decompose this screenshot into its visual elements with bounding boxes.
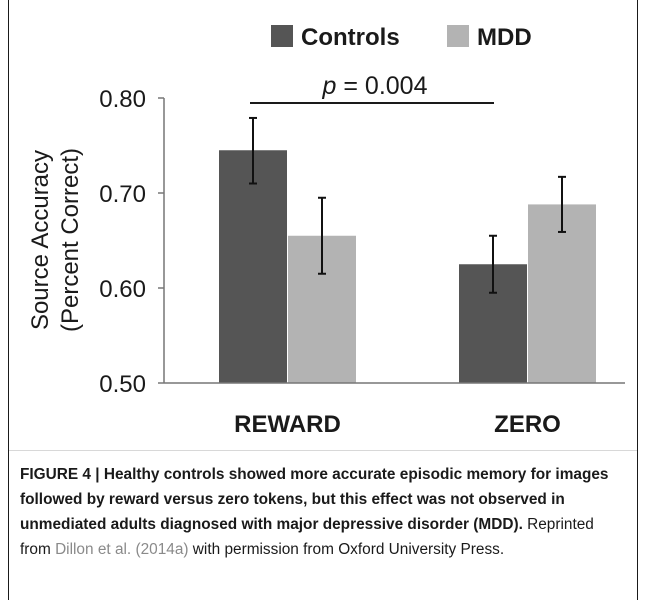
- bar-controls-reward: [219, 150, 287, 383]
- y-tick-label: 0.60: [99, 276, 146, 303]
- x-tick-label-reward: REWARD: [234, 411, 341, 438]
- bars: [219, 150, 596, 383]
- y-tick-label: 0.80: [99, 86, 146, 113]
- y-axis-label-line2: (Percent Correct): [57, 148, 84, 332]
- significance-annotation: p = 0.004: [250, 72, 494, 104]
- legend-label-mdd: MDD: [477, 24, 532, 51]
- significance-text: p = 0.004: [322, 72, 428, 100]
- x-axis-labels: REWARD ZERO: [234, 411, 561, 438]
- x-tick-label-zero: ZERO: [494, 411, 561, 438]
- caption-reprint-prefix: Reprinted from: [20, 516, 594, 558]
- bar-chart: Controls MDD Source Accuracy (Percent Co…: [27, 24, 625, 438]
- y-tick-label: 0.50: [99, 371, 146, 398]
- figure-frame: [8, 0, 638, 600]
- legend-swatch-mdd: [447, 25, 469, 47]
- caption-citation-link[interactable]: Dillon et al. (2014a): [55, 541, 189, 558]
- bar-mdd-zero: [528, 204, 596, 383]
- y-axis-ticks: 0.50 0.60 0.70 0.80: [99, 86, 164, 398]
- y-tick-label: 0.70: [99, 181, 146, 208]
- legend-swatch-controls: [271, 25, 293, 47]
- p-symbol: p: [322, 72, 337, 100]
- p-value: = 0.004: [336, 72, 427, 100]
- y-axis-label-line1: Source Accuracy: [27, 150, 54, 330]
- caption-reprint-suffix: with permission from Oxford University P…: [188, 541, 505, 558]
- caption-label: FIGURE 4 | Healthy controls showed more …: [20, 466, 609, 533]
- error-bars: [249, 116, 566, 294]
- caption-divider: [9, 450, 637, 451]
- legend-label-controls: Controls: [301, 24, 400, 51]
- legend: Controls MDD: [271, 24, 532, 51]
- figure-caption: FIGURE 4 | Healthy controls showed more …: [20, 462, 620, 562]
